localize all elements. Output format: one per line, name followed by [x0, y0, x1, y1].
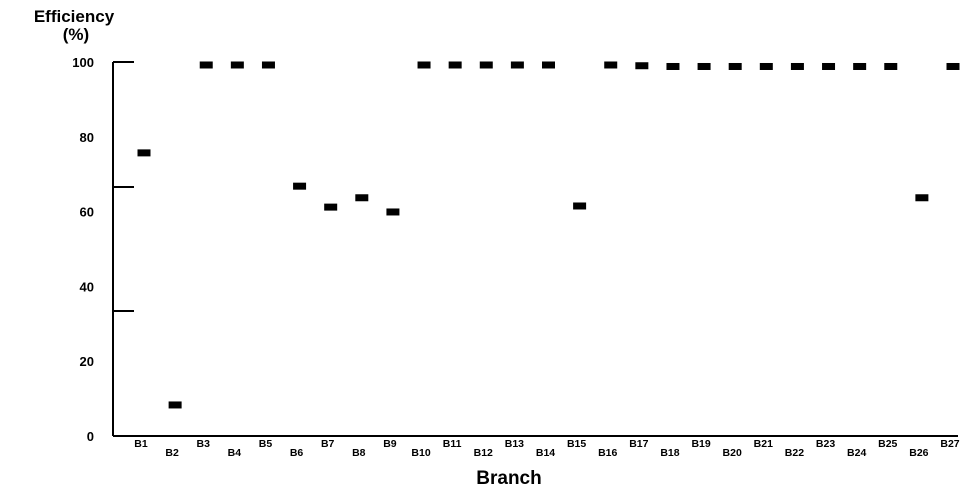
data-point-b3 — [199, 61, 213, 69]
x-axis-label: Branch — [476, 468, 541, 489]
y-tick-label: 40 — [80, 279, 94, 294]
x-tick-label: B14 — [536, 447, 555, 459]
y-tick-label: 0 — [87, 429, 94, 444]
x-tick-label: B20 — [723, 447, 742, 459]
x-tick-label: B25 — [878, 438, 897, 450]
data-point-b10 — [417, 61, 431, 69]
data-point-b25 — [884, 62, 898, 70]
y-tick-labels: 0 20 40 60 80 100 — [72, 55, 94, 444]
data-point-b21 — [759, 62, 773, 70]
data-point-b19 — [697, 62, 711, 70]
data-point-b6 — [293, 182, 307, 190]
x-tick-label: B26 — [909, 447, 928, 459]
x-tick-label: B13 — [505, 438, 524, 450]
x-tick-label: B2 — [165, 447, 179, 459]
x-tick-label: B8 — [352, 447, 366, 459]
data-point-b13 — [510, 61, 524, 69]
y-tick-label: 20 — [80, 354, 94, 369]
data-points — [137, 61, 960, 409]
data-point-b16 — [604, 61, 618, 69]
x-tick-label: B1 — [134, 438, 148, 450]
x-tick-label: B16 — [598, 447, 617, 459]
x-tick-label: B12 — [474, 447, 493, 459]
x-tick-label: B21 — [754, 438, 773, 450]
x-tick-label: B22 — [785, 447, 804, 459]
x-tick-label: B15 — [567, 438, 586, 450]
x-tick-label: B4 — [228, 447, 242, 459]
x-tick-label: B27 — [940, 438, 959, 450]
x-tick-label: B24 — [847, 447, 866, 459]
x-tick-label: B17 — [629, 438, 648, 450]
data-point-b11 — [448, 61, 462, 69]
y-tick-label: 60 — [80, 205, 94, 220]
x-tick-label: B10 — [411, 447, 430, 459]
x-tick-label: B18 — [660, 447, 679, 459]
data-point-b8 — [355, 194, 369, 202]
data-point-b12 — [479, 61, 493, 69]
data-point-b24 — [853, 62, 867, 70]
x-tick-label: B19 — [691, 438, 710, 450]
data-point-b4 — [230, 61, 244, 69]
data-point-b26 — [915, 194, 929, 202]
x-tick-labels: B1 B2 B3 B4 B5 B6 B7 B8 B9 B10 B11 B12 B13 B14 B15 B16 B… — [134, 438, 960, 459]
x-tick-label: B7 — [321, 438, 335, 450]
data-point-b14 — [542, 61, 555, 69]
y-axis-label-line-1: Efficiency — [34, 7, 115, 26]
data-point-b15 — [573, 202, 587, 210]
x-tick-label: B5 — [259, 438, 273, 450]
y-tick-label: 100 — [72, 55, 94, 70]
data-point-b27 — [946, 62, 960, 70]
data-point-b18 — [666, 62, 680, 70]
data-point-b22 — [790, 62, 804, 70]
data-point-b20 — [728, 62, 742, 70]
data-point-b23 — [822, 62, 836, 70]
x-tick-label: B23 — [816, 438, 835, 450]
data-point-b2 — [168, 401, 182, 409]
x-tick-label: B11 — [443, 438, 462, 450]
y-axis — [112, 61, 134, 436]
data-point-b17 — [635, 62, 649, 70]
x-tick-label: B3 — [197, 438, 211, 450]
y-tick-label: 80 — [80, 130, 94, 145]
data-point-b7 — [324, 203, 338, 211]
x-tick-label: B6 — [290, 447, 304, 459]
data-point-b5 — [261, 61, 275, 69]
y-axis-label-line-2: (%) — [63, 25, 89, 44]
data-point-b9 — [386, 208, 400, 216]
x-tick-label: B9 — [383, 438, 397, 450]
data-point-b1 — [137, 149, 151, 157]
